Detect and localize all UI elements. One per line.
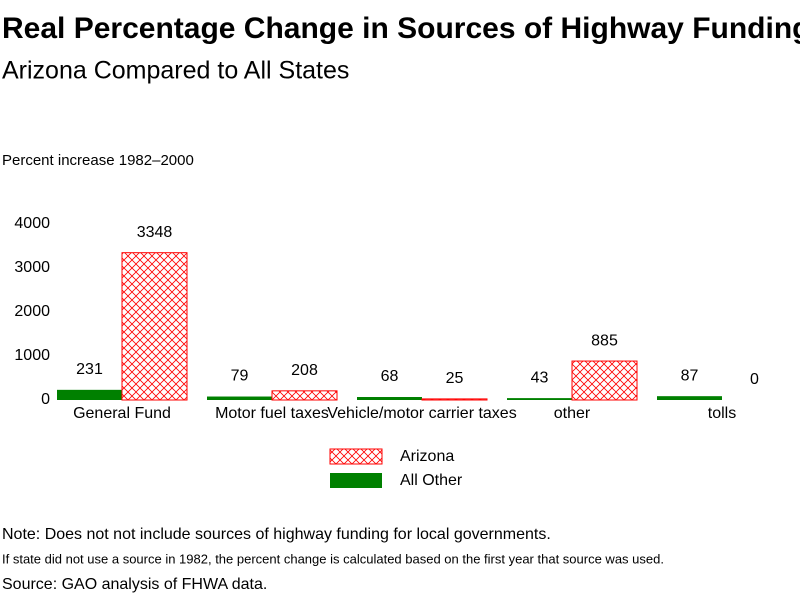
- bar: [657, 396, 722, 400]
- x-tick-label: other: [554, 405, 591, 422]
- bar: [57, 389, 122, 400]
- value-label: 0: [750, 371, 759, 388]
- bar: [207, 396, 272, 400]
- y-tick-label: 1000: [14, 347, 50, 364]
- x-tick-label: General Fund: [73, 405, 171, 422]
- source: Source: GAO analysis of FHWA data.: [2, 576, 267, 593]
- legend-swatch: [329, 448, 383, 465]
- bar: [121, 252, 188, 401]
- chart-subtitle: Arizona Compared to All States: [2, 57, 349, 85]
- y-tick-label: 2000: [14, 303, 50, 320]
- value-label: 231: [76, 361, 103, 378]
- value-label: 43: [531, 369, 549, 386]
- bar: [571, 360, 638, 401]
- x-tick-label: Vehicle/motor carrier taxes: [327, 405, 516, 422]
- y-tick-label: 4000: [14, 215, 50, 232]
- value-label: 208: [291, 362, 318, 379]
- chart-title: Real Percentage Change in Sources of Hig…: [2, 12, 800, 45]
- note: Note: Does not not include sources of hi…: [2, 526, 551, 543]
- note: If state did not use a source in 1982, t…: [2, 551, 664, 566]
- legend-label: Arizona: [400, 448, 454, 465]
- bar: [357, 397, 422, 400]
- bar: [507, 398, 572, 400]
- value-label: 25: [446, 370, 464, 387]
- value-label: 68: [381, 368, 399, 385]
- x-tick-label: tolls: [708, 405, 736, 422]
- bar: [271, 390, 338, 401]
- value-label: 79: [231, 368, 249, 385]
- y-tick-label: 3000: [14, 259, 50, 276]
- x-tick-label: Motor fuel taxes: [215, 405, 329, 422]
- value-label: 87: [681, 367, 699, 384]
- value-label: 885: [591, 332, 618, 349]
- bar: [421, 398, 488, 401]
- legend-label: All Other: [400, 472, 463, 489]
- value-label: 3348: [137, 224, 173, 241]
- y-tick-label: 0: [41, 391, 50, 408]
- legend-swatch: [330, 473, 382, 488]
- y-axis-label: Percent increase 1982–2000: [2, 152, 194, 169]
